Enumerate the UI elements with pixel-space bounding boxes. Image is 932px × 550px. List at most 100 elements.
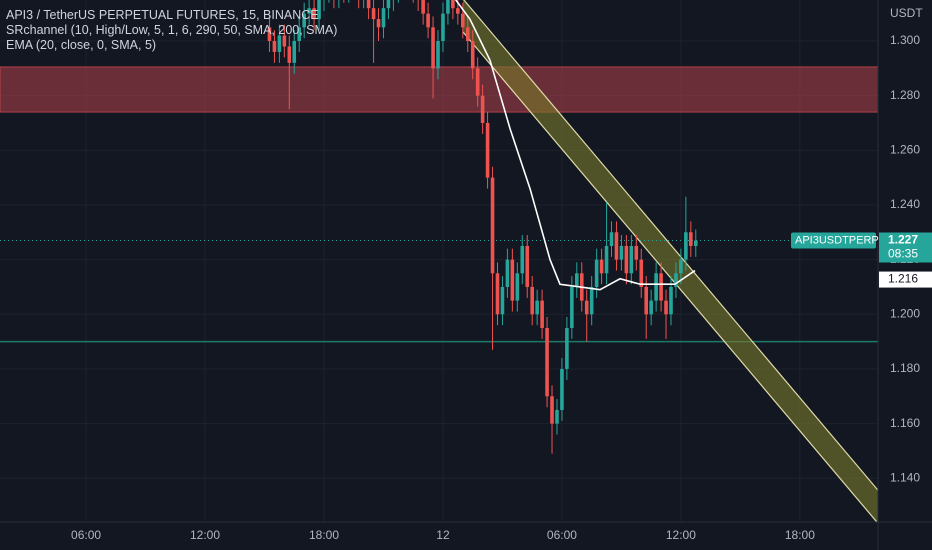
candle-body	[520, 245, 525, 274]
candle-body	[540, 300, 544, 328]
candle-body	[431, 27, 435, 69]
candle-body	[282, 35, 287, 47]
x-tick-label: 12:00	[666, 528, 696, 542]
indicator: SRchannel (10, High/Low, 5, 1, 6, 290, 5…	[6, 23, 338, 37]
candle-body	[287, 46, 292, 63]
x-tick-label: 18:00	[785, 528, 815, 542]
candle-body	[575, 273, 579, 287]
candle-body	[456, 8, 460, 14]
candle-body	[535, 300, 539, 315]
candle-body	[505, 259, 510, 287]
candle-body	[659, 273, 663, 301]
candle-body	[480, 95, 485, 123]
symbol-label: API3USDTPERP	[795, 234, 879, 246]
candle-body	[555, 409, 559, 424]
candle-body	[604, 245, 609, 274]
candle-body	[272, 40, 277, 52]
candle-body	[644, 286, 649, 315]
candle-body	[441, 13, 445, 41]
candle-body	[565, 327, 569, 369]
candle-body	[679, 259, 683, 274]
candle-body	[594, 259, 599, 287]
candle-body	[490, 177, 495, 274]
indicator: EMA (20, close, 0, SMA, 5)	[6, 38, 157, 52]
candle-body	[302, 13, 306, 28]
candle-body	[629, 245, 634, 274]
candle-body	[421, 0, 425, 14]
candle-body	[674, 273, 678, 287]
candle-body	[654, 273, 658, 301]
symbol-title: API3 / TetherUS PERPETUAL FUTURES, 15, B…	[6, 8, 319, 22]
ema-line	[454, 0, 696, 291]
candle-body	[381, 8, 386, 28]
y-tick-label: 1.160	[890, 416, 920, 430]
candle-body	[550, 396, 554, 424]
candle-body	[451, 0, 455, 9]
candle-body	[530, 286, 534, 315]
candle-body	[614, 232, 619, 260]
symbol-label-box	[791, 232, 876, 249]
candle-body	[664, 300, 668, 315]
candle-body	[639, 259, 644, 287]
y-tick-label: 1.260	[890, 142, 920, 156]
candle-body	[669, 286, 673, 315]
channel-band	[462, 0, 878, 522]
y-tick-label: 1.300	[890, 33, 920, 47]
candle-body	[307, 8, 311, 14]
y-unit: USDT	[890, 6, 923, 20]
countdown: 08:35	[888, 247, 918, 261]
candle-body	[436, 40, 440, 69]
price-box	[879, 232, 932, 263]
y-tick-label: 1.240	[890, 197, 920, 211]
price-label: 1.227	[888, 233, 918, 247]
candle-body	[426, 13, 430, 28]
x-tick-label: 12	[436, 528, 450, 542]
candle-body	[495, 273, 500, 315]
candle-body	[624, 245, 629, 274]
candle-body	[386, 0, 391, 9]
candle-body	[376, 19, 381, 28]
candle-body	[599, 259, 604, 274]
candle-body	[515, 273, 520, 301]
candle-body	[277, 35, 282, 52]
axes: 1.3001.2801.2601.2401.2201.2001.1801.160…	[71, 33, 932, 542]
candle-body	[609, 232, 614, 246]
x-tick-label: 06:00	[71, 528, 101, 542]
candle-body	[371, 8, 376, 20]
y-tick-label: 1.180	[890, 361, 920, 375]
candle-body	[267, 27, 272, 41]
ema-box	[879, 271, 932, 288]
candle-body	[297, 27, 302, 41]
candle-body	[500, 286, 505, 315]
x-tick-label: 12:00	[190, 528, 220, 542]
candle-body	[619, 245, 624, 260]
candle-body	[570, 286, 574, 328]
candle-body	[545, 327, 549, 397]
sr-zone	[0, 66, 878, 113]
candle-body	[312, 8, 316, 20]
candle-body	[510, 259, 515, 301]
candle-body	[649, 300, 653, 315]
candle-body	[525, 245, 530, 287]
candle-body	[292, 40, 297, 63]
x-tick-label: 06:00	[547, 528, 577, 542]
candle-body	[475, 68, 480, 96]
candle-body	[589, 286, 594, 315]
candle-body	[485, 122, 490, 178]
candle-body	[684, 232, 688, 260]
candle-body	[634, 245, 639, 260]
legend: API3 / TetherUS PERPETUAL FUTURES, 15, B…	[6, 8, 337, 53]
candle-body	[465, 27, 470, 41]
ema-label: 1.216	[888, 272, 918, 286]
y-tick-label: 1.200	[890, 306, 920, 320]
candle-body	[689, 232, 693, 246]
candle-body	[446, 0, 450, 14]
x-tick-label: 18:00	[309, 528, 339, 542]
candle-body	[470, 40, 475, 69]
candle-body	[366, 0, 371, 9]
plot-area	[0, 0, 878, 522]
y-tick-label: 1.140	[890, 470, 920, 484]
